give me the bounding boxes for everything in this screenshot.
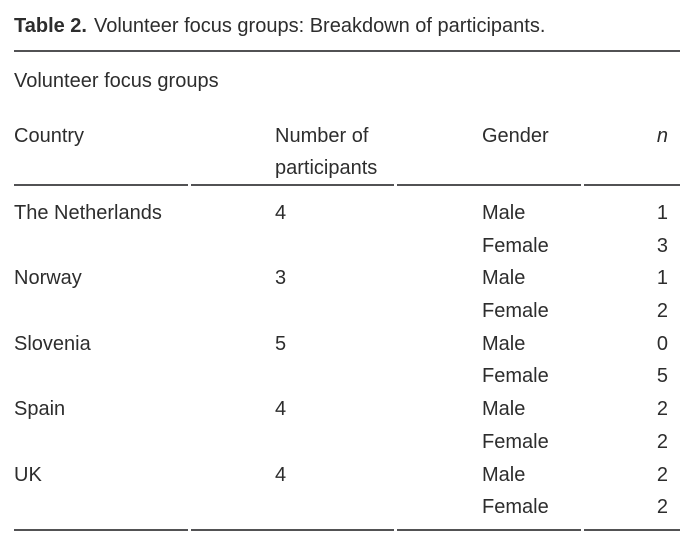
table-row: Female 3 xyxy=(14,230,680,263)
column-header-n: n xyxy=(656,125,668,147)
table-group-header: Volunteer focus groups xyxy=(14,70,219,92)
cell-participants: 3 xyxy=(275,267,287,290)
cell-gender: Male xyxy=(482,202,526,224)
cell-n: 1 xyxy=(656,202,668,224)
table-caption: Table 2. Volunteer focus groups: Breakdow… xyxy=(14,13,686,39)
column-header-participants: Number of participants xyxy=(189,120,395,184)
cell-country: Norway xyxy=(14,267,82,290)
cell-gender: Female xyxy=(482,300,549,323)
table-row: The Netherlands 4 Male 1 xyxy=(14,197,680,230)
table-body: The Netherlands 4 Male 1 Female 3 Norway… xyxy=(14,197,680,524)
column-header-country: Country xyxy=(14,125,85,147)
header-rule xyxy=(14,184,680,186)
cell-country xyxy=(14,360,189,393)
cell-participants: 4 xyxy=(275,202,287,224)
table-row: Female 2 xyxy=(14,295,680,328)
cell-country: The Netherlands xyxy=(14,202,162,224)
cell-n: 2 xyxy=(656,398,668,421)
cell-n: 2 xyxy=(656,300,668,323)
bottom-rule-segment xyxy=(191,529,394,531)
cell-country xyxy=(14,426,189,459)
cell-participants xyxy=(189,295,395,328)
table-row: Female 2 xyxy=(14,491,680,524)
column-header-gender: Gender xyxy=(482,125,549,147)
cell-participants xyxy=(189,491,395,524)
bottom-rule-segment xyxy=(584,529,680,531)
cell-n: 2 xyxy=(656,463,668,486)
bottom-rule-segment xyxy=(397,529,581,531)
header-rule-segment xyxy=(14,184,188,186)
cell-participants: 5 xyxy=(275,332,287,355)
cell-gender: Female xyxy=(482,430,549,453)
cell-gender: Male xyxy=(482,267,526,290)
cell-gender: Male xyxy=(482,463,526,486)
header-rule-segment xyxy=(584,184,680,186)
top-rule xyxy=(14,50,680,52)
header-rule-segment xyxy=(397,184,581,186)
cell-n: 5 xyxy=(656,365,668,388)
header-rule-segment xyxy=(191,184,394,186)
table-row: Norway 3 Male 1 xyxy=(14,262,680,295)
cell-n: 0 xyxy=(656,332,668,355)
table-row: Slovenia 5 Male 0 xyxy=(14,328,680,361)
cell-gender: Male xyxy=(482,332,526,355)
cell-country xyxy=(14,230,189,263)
cell-participants: 4 xyxy=(275,398,287,421)
bottom-rule-segment xyxy=(14,529,188,531)
table-caption-label: Table 2. xyxy=(14,15,87,37)
cell-n: 2 xyxy=(656,496,668,519)
cell-participants xyxy=(189,230,395,263)
cell-gender: Female xyxy=(482,234,549,257)
cell-n: 1 xyxy=(656,267,668,290)
column-header-participants-label: Number of participants xyxy=(275,125,378,179)
table-header-row: Country Number of participants Gender n xyxy=(14,120,680,184)
cell-country: UK xyxy=(14,463,42,486)
cell-n: 2 xyxy=(656,430,668,453)
table-row: UK 4 Male 2 xyxy=(14,459,680,492)
cell-country: Slovenia xyxy=(14,332,91,355)
cell-n: 3 xyxy=(656,234,668,257)
cell-country xyxy=(14,491,189,524)
bottom-rule xyxy=(14,529,680,531)
table-row: Spain 4 Male 2 xyxy=(14,393,680,426)
table-row: Female 2 xyxy=(14,426,680,459)
cell-gender: Female xyxy=(482,496,549,519)
cell-participants xyxy=(189,360,395,393)
table-caption-text: Volunteer focus groups: Breakdown of par… xyxy=(94,15,546,37)
table-row: Female 5 xyxy=(14,360,680,393)
cell-country xyxy=(14,295,189,328)
cell-country: Spain xyxy=(14,398,66,421)
cell-gender: Female xyxy=(482,365,549,388)
cell-participants xyxy=(189,426,395,459)
cell-gender: Male xyxy=(482,398,526,421)
cell-participants: 4 xyxy=(275,463,287,486)
